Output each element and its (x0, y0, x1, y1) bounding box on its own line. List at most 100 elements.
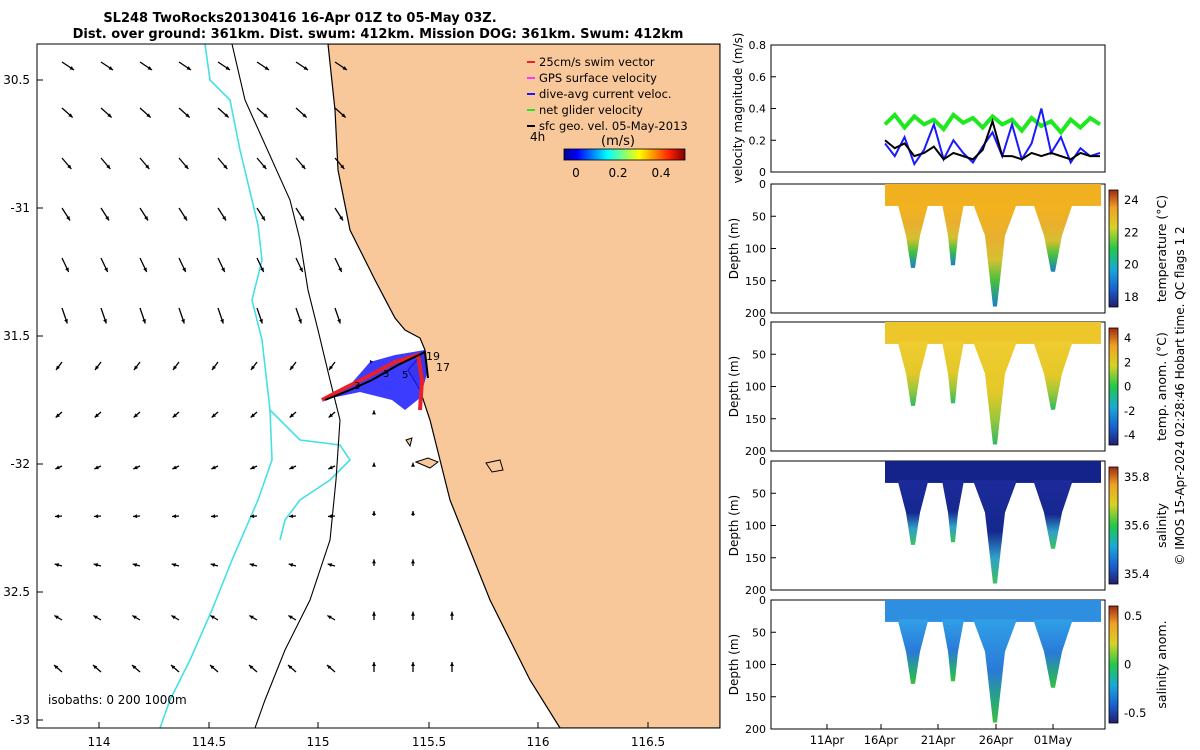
swim-arrow-head (340, 164, 345, 169)
section-ylabel: Depth (m) (727, 356, 741, 417)
swim-vector-track (321, 352, 425, 411)
figure-title-line-2: Dist. over ground: 361km. Dist. swum: 41… (73, 27, 684, 42)
swim-arrow-head (211, 413, 217, 418)
legend-gps-velocity: GPS surface velocity (539, 71, 657, 85)
section-ytick-label: 0 (759, 455, 766, 468)
swim-arrow-head (143, 267, 147, 272)
colorbar-tick-label: 35.8 (1124, 470, 1150, 484)
section-ylabel: Depth (m) (727, 218, 741, 279)
swim-arrow-head (94, 413, 100, 418)
swim-arrow-head (290, 365, 294, 370)
time-axis: 11Apr 16Apr 21Apr 26Apr 01May (810, 724, 1072, 747)
swim-arrow-head (95, 365, 99, 370)
time-tick-label: 26Apr (979, 733, 1014, 747)
swim-arrow-head (328, 413, 334, 418)
swim-arrow-head (338, 267, 342, 272)
velocity-ylabel: velocity magnitude (m/s) (731, 33, 745, 184)
swim-arrow-head (69, 66, 74, 70)
swim-arrow-head (108, 66, 113, 70)
section-ytick-label: 150 (745, 552, 766, 565)
swim-arrow-head (93, 563, 99, 567)
swim-arrow-head (55, 413, 61, 418)
swim-arrow-head (104, 267, 108, 272)
map-ytick-label: -32 (10, 457, 30, 471)
swim-arrow-head (327, 665, 332, 670)
colorbar-tick-0: 0 (572, 166, 580, 180)
section-ytick-label: 150 (745, 691, 766, 704)
swim-arrow-head (262, 164, 267, 169)
colorbar-tick-label: -2 (1124, 404, 1135, 418)
section-colorbar (1108, 605, 1119, 724)
colorbar-tick-0.4: 0.4 (651, 166, 670, 180)
velocity-ytick-label: 0.2 (749, 134, 767, 147)
section-surface-band (885, 461, 1101, 483)
swim-arrow-head (210, 665, 215, 670)
isobath-200m-spur (269, 409, 352, 541)
section-colorbar-label: salinity (1154, 502, 1169, 547)
swim-arrow-head (250, 514, 255, 519)
section-ytick-label: 0 (759, 594, 766, 607)
isobath-1000m (231, 44, 341, 728)
track-label-3a: 3 (383, 369, 389, 380)
swim-arrow-head (372, 511, 376, 516)
swim-arrow-head (288, 665, 293, 670)
annotation-4h: 4h (530, 130, 545, 144)
colorbar-tick-label: 22 (1124, 225, 1139, 239)
island (405, 437, 413, 448)
swim-arrow-head (145, 164, 150, 169)
swim-arrow-head (54, 615, 59, 620)
swim-arrow-head (65, 267, 69, 272)
swim-arrow-head (186, 66, 191, 70)
swim-arrow-head (185, 113, 190, 118)
map-colorbar (563, 148, 686, 161)
sfc-geo-track (324, 350, 429, 401)
section-ytick-label: 100 (745, 381, 766, 394)
swim-arrow-head (225, 66, 230, 70)
figure-title-line-1: SL248 TwoRocks20130416 16-Apr 01Z to 05-… (103, 11, 496, 26)
colorbar-tick-label: 4 (1124, 331, 1131, 345)
swim-arrow-head (142, 319, 146, 324)
section-colorbar-label: temperature (°C) (1154, 195, 1169, 302)
swim-arrow-head (171, 563, 177, 567)
swim-arrow-head (55, 514, 60, 519)
swim-arrow-head (172, 413, 178, 418)
colorbar-tick-label: 18 (1124, 290, 1139, 304)
swim-arrow-head (56, 365, 60, 370)
swim-arrow-head (339, 216, 343, 221)
section-ytick-label: 200 (745, 307, 766, 320)
swim-arrow-head (411, 511, 415, 516)
section-dive-profile (973, 341, 1017, 445)
colorbar-tick-label: 0.5 (1124, 609, 1142, 623)
map-xtick-label: 116 (527, 735, 550, 749)
colorbar-tick-label: -0.5 (1124, 706, 1146, 720)
section-ytick-label: 0 (759, 178, 766, 191)
section-dive-profile (942, 341, 964, 404)
swim-arrow-head (411, 662, 415, 667)
section-panel: 0 50 100 150 200 Depth (m) 0.5 0 -0.5 salinity an… (727, 594, 1169, 736)
swim-arrow-head (93, 615, 98, 620)
section-dive-profile (897, 480, 929, 545)
track-label-3b: 3 (354, 381, 360, 392)
section-ytick-label: 200 (745, 723, 766, 736)
section-ytick-label: 150 (745, 413, 766, 426)
section-panel: 0 50 100 150 200 Depth (m) 4 2 0 -2 -4 temp. anom. … (727, 316, 1169, 458)
section-ytick-label: 200 (745, 445, 766, 458)
section-colorbar (1108, 327, 1119, 446)
section-colorbar (1108, 466, 1119, 585)
velocity-series-line (884, 117, 1100, 161)
swim-arrow-head (337, 319, 341, 324)
swim-arrow-head (302, 113, 307, 118)
swim-arrow-head (342, 66, 347, 70)
colorbar-tick-label: 0 (1124, 658, 1131, 672)
swim-arrow-head (288, 615, 293, 620)
section-dive-profile (973, 619, 1017, 723)
time-tick-label: 21Apr (921, 733, 956, 747)
swim-arrow-head (341, 113, 346, 118)
swim-arrow-head (251, 365, 255, 370)
legend-swim-vector: 25cm/s swim vector (539, 55, 655, 69)
section-ylabel: Depth (m) (727, 495, 741, 556)
swim-arrow-head (327, 615, 332, 620)
swim-arrow-head (133, 413, 139, 418)
dive-avg-track (322, 350, 428, 410)
